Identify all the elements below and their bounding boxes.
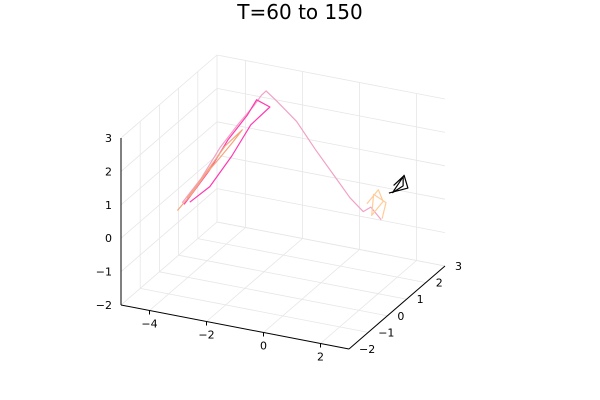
grid-z-side [120, 221, 218, 306]
grid-z-side [120, 54, 218, 139]
series-line-3 [366, 189, 387, 219]
z-tick-label: 3 [105, 132, 112, 145]
y-axis-line [348, 265, 446, 350]
y-tick-label: 0 [397, 310, 404, 323]
y-tick-label: 1 [417, 293, 424, 306]
grid-x-floor [263, 249, 360, 333]
grid-y-floor [178, 254, 407, 300]
chart-title: T=60 to 150 [237, 0, 363, 24]
grid-z-side [120, 154, 218, 239]
series-line-1 [183, 99, 271, 205]
grid-z-back [216, 88, 446, 133]
x-tick-label: −2 [198, 329, 214, 342]
grid-y-floor [197, 238, 426, 283]
y-tick-label: 2 [436, 277, 443, 290]
z-tick-label: 1 [105, 199, 112, 212]
y-tick-label: −2 [359, 343, 375, 356]
grid-z-back [216, 154, 446, 200]
y-tick-label: 3 [455, 260, 462, 273]
grid-x-floor [320, 260, 417, 344]
grid-z-side [120, 88, 218, 172]
grid-z-back [216, 54, 446, 100]
x-axis-line [120, 304, 350, 350]
y-tick-label: −1 [378, 326, 394, 339]
grid-x-floor [206, 238, 303, 322]
x-tick-label: 2 [317, 351, 324, 364]
x-tick-label: 0 [260, 340, 267, 353]
series-line-2 [176, 129, 243, 211]
z-tick-label: −2 [96, 299, 112, 312]
grid-z-back [216, 188, 446, 233]
series-line-4 [388, 174, 409, 194]
series-line-0 [181, 90, 382, 221]
z-tick-label: 2 [105, 165, 112, 178]
grid-z-back [216, 221, 446, 267]
z-tick-label: −1 [96, 266, 112, 279]
x-tick-label: −4 [141, 318, 157, 331]
grid-y-floor [140, 288, 369, 333]
grid-z-side [120, 121, 218, 206]
grid-y-floor [159, 271, 388, 317]
z-tick-label: 0 [105, 232, 112, 245]
grid-z-back [216, 121, 446, 167]
grid-x-floor [149, 227, 246, 311]
grid-z-side [120, 188, 218, 272]
